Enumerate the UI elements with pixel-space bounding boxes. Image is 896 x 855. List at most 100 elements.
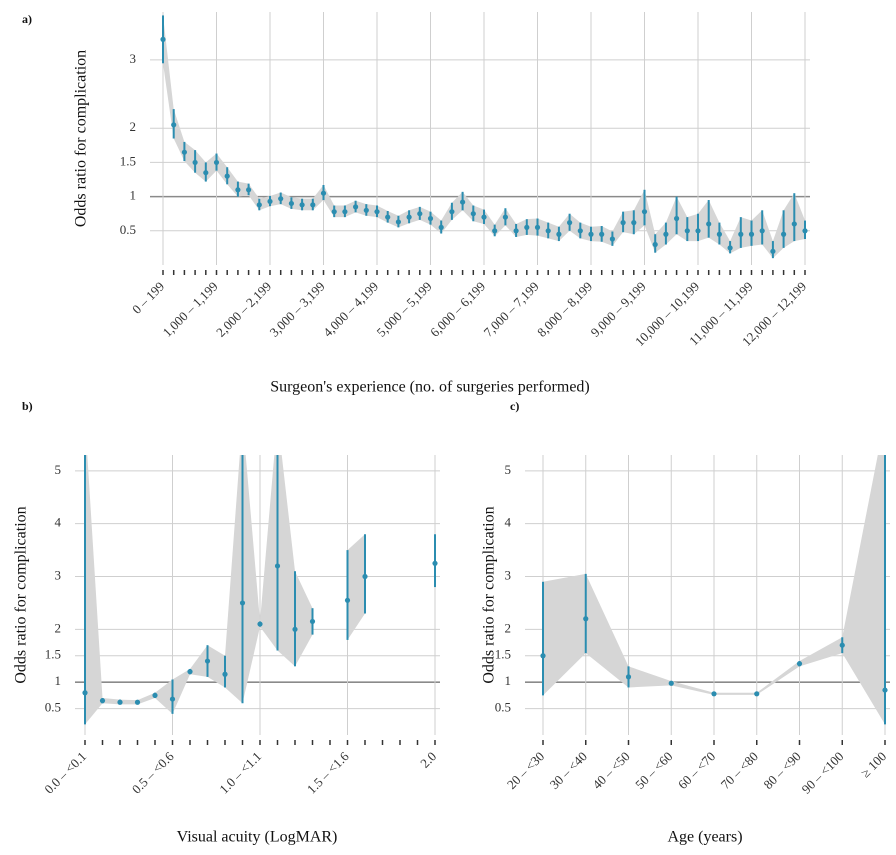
plot bbox=[82, 455, 438, 725]
x-tick-label: 80 – <90 bbox=[760, 749, 803, 792]
point bbox=[363, 207, 369, 213]
x-tick-label: 6,000 – 6,199 bbox=[427, 279, 488, 340]
panel: a) Odds ratio for complication Surgeon's e… bbox=[22, 12, 810, 396]
point bbox=[438, 224, 444, 230]
panel: c) Odds ratio for complication Age (years)… bbox=[481, 399, 890, 846]
point bbox=[267, 198, 273, 205]
y-tick-label: 1.5 bbox=[120, 153, 136, 168]
point bbox=[160, 36, 166, 42]
x-axis-title: Surgeon's experience (no. of surgeries p… bbox=[270, 379, 590, 396]
point bbox=[274, 563, 281, 569]
y-tick-label: 1 bbox=[55, 673, 62, 688]
x-tick-label: 70 – <80 bbox=[718, 749, 761, 792]
point bbox=[524, 224, 530, 230]
point bbox=[695, 228, 701, 234]
y-tick-label: 3 bbox=[130, 51, 137, 66]
y-tick-label: 1 bbox=[505, 673, 512, 688]
point bbox=[99, 698, 106, 704]
point bbox=[738, 231, 744, 237]
point bbox=[385, 214, 391, 220]
y-tick-label: 3 bbox=[55, 567, 62, 582]
point bbox=[599, 231, 605, 237]
point bbox=[235, 187, 241, 193]
x-tick-label: 20 – <30 bbox=[504, 749, 547, 792]
x-tick-label: 7,000 – 7,199 bbox=[481, 279, 542, 340]
point bbox=[711, 691, 717, 697]
point bbox=[513, 228, 519, 234]
y-axis-title: Odds ratio for complication bbox=[481, 506, 498, 683]
x-axis-title: Visual acuity (LogMAR) bbox=[177, 829, 338, 846]
point bbox=[213, 159, 220, 166]
point bbox=[577, 228, 583, 234]
x-tick-label: 3,000 – 3,199 bbox=[267, 279, 328, 340]
point bbox=[344, 597, 351, 603]
x-tick-label: 0.0 – <0.1 bbox=[41, 749, 89, 797]
point bbox=[668, 680, 674, 686]
point bbox=[406, 214, 412, 220]
point bbox=[492, 228, 498, 234]
point bbox=[117, 699, 123, 705]
point bbox=[257, 621, 263, 627]
point bbox=[169, 696, 176, 702]
ci-band bbox=[347, 534, 365, 640]
point bbox=[588, 231, 594, 237]
x-tick-label: 8,000 – 8,199 bbox=[534, 279, 595, 340]
point bbox=[204, 658, 211, 664]
point bbox=[716, 231, 723, 237]
plot bbox=[160, 15, 808, 259]
x-tick-label: 0.5 – <0.6 bbox=[129, 748, 177, 796]
point bbox=[288, 200, 294, 207]
point bbox=[256, 202, 262, 208]
point bbox=[759, 228, 765, 234]
point bbox=[534, 224, 541, 230]
point bbox=[727, 245, 733, 251]
y-axis-title: Odds ratio for complication bbox=[73, 50, 90, 227]
y-axis-title: Odds ratio for complication bbox=[13, 506, 30, 683]
x-tick-label: 4,000 – 4,199 bbox=[320, 279, 381, 340]
y-tick-label: 5 bbox=[505, 462, 512, 477]
point bbox=[222, 671, 228, 677]
y-tick-label: 4 bbox=[505, 515, 512, 530]
point bbox=[545, 228, 551, 234]
x-tick-label: 40 – <50 bbox=[589, 749, 632, 792]
point bbox=[625, 674, 632, 680]
y-tick-label: 1.5 bbox=[495, 647, 511, 662]
point bbox=[791, 221, 797, 227]
point bbox=[320, 190, 327, 196]
y-tick-label: 1 bbox=[130, 188, 137, 203]
point bbox=[839, 642, 845, 648]
point bbox=[540, 653, 546, 659]
point bbox=[481, 214, 487, 220]
y-tick-label: 0.5 bbox=[120, 222, 136, 237]
point bbox=[706, 221, 712, 227]
point bbox=[620, 220, 626, 226]
x-tick-label: 5,000 – 5,199 bbox=[374, 279, 435, 340]
x-axis-title: Age (years) bbox=[667, 829, 742, 846]
y-tick-label: 4 bbox=[55, 515, 62, 530]
y-tick-label: 2 bbox=[55, 620, 62, 635]
point bbox=[781, 231, 787, 237]
panel-label: a) bbox=[22, 12, 32, 26]
point bbox=[449, 209, 455, 215]
point bbox=[246, 187, 252, 193]
x-tick-label: 2.0 bbox=[417, 749, 439, 771]
plot bbox=[540, 455, 888, 725]
x-tick-label: 50 – <60 bbox=[632, 749, 675, 792]
point bbox=[470, 211, 476, 217]
x-tick-label: 30 – <40 bbox=[547, 749, 590, 792]
point bbox=[663, 231, 669, 237]
y-tick-label: 5 bbox=[55, 462, 62, 477]
x-tick-label: 2,000 – 2,199 bbox=[213, 279, 274, 340]
point bbox=[674, 215, 680, 222]
x-tick-label: 1.0 – <1.1 bbox=[216, 749, 264, 797]
point bbox=[187, 669, 193, 675]
point bbox=[152, 692, 158, 698]
point bbox=[567, 220, 573, 226]
point bbox=[362, 573, 368, 580]
point bbox=[278, 196, 284, 202]
point bbox=[641, 209, 648, 215]
y-tick-label: 2 bbox=[130, 119, 137, 134]
point bbox=[292, 626, 298, 632]
x-tick-label: ≥ 100 bbox=[857, 749, 889, 781]
